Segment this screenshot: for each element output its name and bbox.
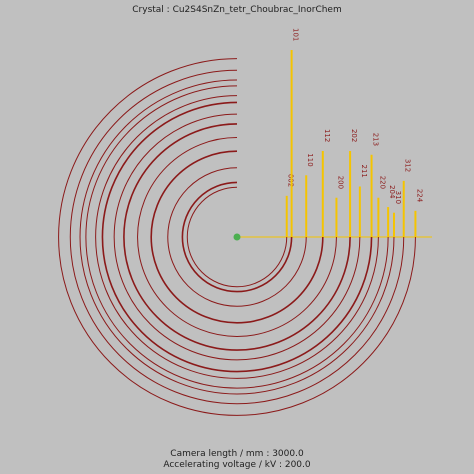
peak-label: 110	[306, 153, 314, 166]
camera-length: Camera length / mm : 3000.0	[170, 449, 304, 459]
ring	[137, 137, 337, 337]
peak-label: 202	[350, 129, 358, 142]
peak-label: 224	[415, 189, 423, 203]
peak-label: 310	[394, 191, 402, 204]
peak-label: 200	[336, 176, 344, 189]
peak-label: 220	[378, 176, 386, 189]
peak-label: 312	[404, 159, 412, 172]
peak-label: 101	[292, 28, 300, 41]
ring	[58, 58, 416, 416]
title: Crystal : Cu2S4SnZn_tetr_Choubrac_InorCh…	[132, 5, 341, 15]
voltage: Accelerating voltage / kV : 200.0	[163, 460, 311, 470]
ring	[69, 69, 405, 405]
ring	[101, 101, 373, 373]
peak-label: 211	[360, 165, 368, 178]
peak-label: 204	[388, 185, 396, 199]
beam-center	[233, 233, 241, 241]
ring	[79, 79, 395, 395]
ring	[113, 113, 361, 361]
ring	[95, 95, 379, 379]
peak-label: 213	[372, 133, 380, 146]
ring	[167, 167, 307, 307]
peak-label: 112	[323, 129, 331, 142]
ring	[186, 186, 288, 288]
ring	[123, 123, 351, 351]
ring	[85, 85, 389, 389]
ring	[181, 181, 293, 293]
ring	[150, 150, 324, 324]
